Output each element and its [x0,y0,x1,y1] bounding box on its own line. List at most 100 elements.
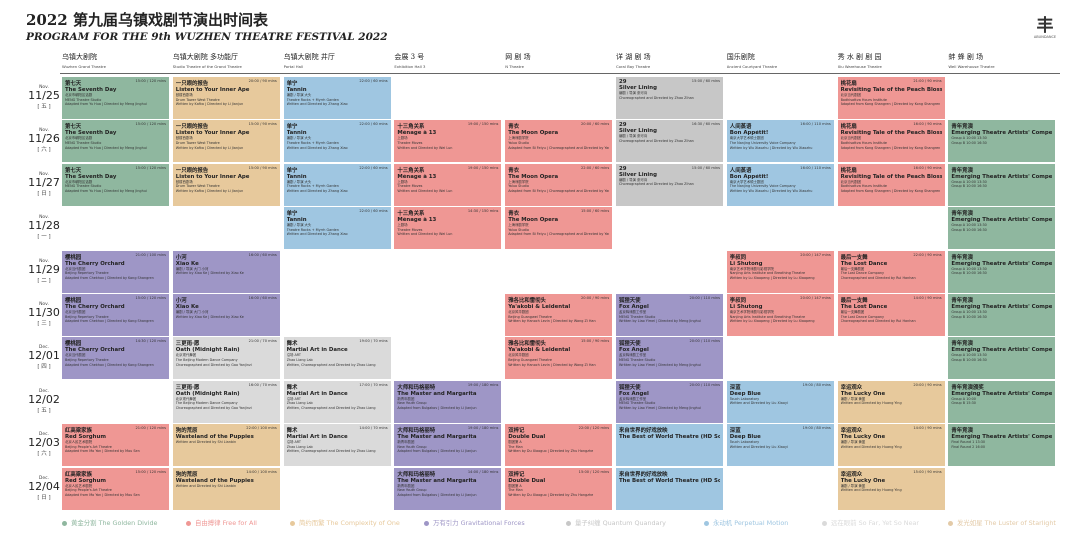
performance-title-en: Oath (Midnight Rain) [175,390,240,397]
performance-cell[interactable]: 22:00 / 60 mins 单宁 Tannin 编剧 / 导演 大头 Theatre… [283,163,391,206]
performance-cell[interactable]: 21:00 / 70 mins 三更雨·愿 Oath (Midnight Rain)… [172,337,280,380]
performance-company-cn: 上剧场 [397,136,408,141]
performance-cell[interactable]: 17:00 / 70 mins 舞术 Martial Art in Dance 沿场 … [283,380,391,423]
performance-cell[interactable]: 19:00 / 180 mins 大师和玛格丽特 The Master and Ma… [394,380,502,423]
performance-title-en: Martial Art in Dance [286,434,348,441]
performance-cell[interactable]: 21:00 / 100 mins 樱桃园 The Cherry Orchard 北京当… [62,250,169,293]
performance-title-cn: 大师和玛格丽特 [397,471,436,478]
performance-cell[interactable]: 22:00 / 60 mins 单宁 Tannin 编剧 / 导演 大头 Theatre… [283,120,391,163]
performance-cell[interactable]: 22:00 / 120 mins 双梓记 Double Dual 剧团第 A The M… [505,424,613,467]
performance-cell[interactable]: 16:00 / 110 mins 人间蒸语 Bon Appétit! 南京大学艺术硕士… [726,120,834,163]
performance-cell[interactable]: 15:00 / 60 mins 青衣 The Moon Opera 上海戏剧学院 Yal… [505,207,613,250]
performance-title-en: The Best of World Theatre (HD Screenings… [619,477,720,484]
day-weekday: [ 日 ] [37,494,51,501]
performance-credits: Written and Directed by Wei Lun [397,232,453,237]
performance-cell[interactable]: 14:00 / 90 mins 最后一支舞 The Lost Dance 最后一支舞剧… [837,294,945,336]
performance-cell[interactable]: 20:00 / 147 mins 李叔同 Li Shutong 南京艺术学院戏剧与影视… [726,294,834,336]
performance-cell[interactable]: 16:00 / 90 mins 桃花扇 Revisiting Tale of the… [837,120,945,163]
legend-item: 万有引力 Gravitational Forces [424,518,525,528]
performance-title-cn: 三更雨·愿 [175,384,200,391]
performance-cell[interactable]: 20:00 / 147 mins 李叔同 Li Shutong 南京艺术学院戏剧与影视… [726,250,834,293]
performance-credits: Adapted from Bulgakov | Directed by Li J… [397,449,477,454]
performance-cell[interactable]: 16:30 / 60 mins 29 Silver Lining 编剧 / 导演 张可… [616,120,723,163]
performance-cell[interactable]: 19:00 / 180 mins 大师和玛格丽特 The Master and Ma… [394,424,502,467]
performance-cell[interactable]: 16:00 / 110 mins 人间蒸语 Bon Appétit! 南京大学艺术硕士… [726,163,834,206]
performance-title-cn: 单宁 [286,124,298,131]
performance-cell[interactable]: 15:00 / 120 mins 双梓记 Double Dual 剧团第 A The M… [505,467,613,510]
performance-time: 15:00 / 120 mins [578,469,610,474]
performance-cell[interactable]: 20:00 / 90 mins 雅各比和雷彻头 Ya'akobi & Leident… [505,294,613,336]
performance-cell[interactable]: 22:00 / 60 mins 单宁 Tannin 编剧 / 导演 大头 Theatre… [283,207,391,250]
performance-time: 21:00 / 120 mins [135,426,166,431]
performance-company-en: MENG Theatre Studio [619,401,656,406]
performance-cell[interactable]: 20:00 / 110 mins 狐狸天使 Fox Angel 孟京辉戏剧工作室 MEN… [616,380,723,423]
performance-title-en: Listen to Your Inner Ape [175,173,250,180]
performance-cell[interactable]: 19:00 / 70 mins 舞术 Martial Art in Dance 沿场 … [283,337,391,380]
day-weekday: [ 日 ] [37,190,51,197]
performance-cell[interactable]: 20:00 / 60 mins 青衣 The Moon Opera 上海戏剧学院 Yal… [505,120,613,163]
performance-cell[interactable]: 19:00 / 80 mins 深蓝 Deep Blue Touch Laborato… [726,424,834,467]
performance-company-cn: 北京当代剧团 [65,353,86,358]
performance-cell[interactable]: 19:00 / 150 mins 十三角关系 Ménage à 13 上剧场 Theat… [394,163,502,206]
performance-cell[interactable]: 22:00 / 60 mins 青衣 The Moon Opera 上海戏剧学院 Yal… [505,163,613,206]
performance-cell[interactable]: 14:30 / 120 mins 樱桃园 The Cherry Orchard 北京当… [62,337,169,380]
performance-cell[interactable]: 16:00 / 60 mins 小河 Xiao Ke 编剧 / 导演 大门 小河 Wri… [172,250,280,293]
performance-cell[interactable]: 15:00 / 90 mins 一只眼的报告 Listen to Your Inne… [172,120,280,163]
performance-company-cn: 鼓楼西剧场 [175,93,193,97]
performance-cell[interactable]: 22:00 / 60 mins 单宁 Tannin 编剧 / 导演 大头 Theatre… [283,77,391,119]
performance-cell[interactable]: 来自世界的好戏放映 The Best of World Theatre (HD S… [616,424,723,467]
performance-cell[interactable]: 21:00 / 120 mins 红高粱家族 Red Sorghum 北京人民艺术剧院… [62,424,169,467]
performance-cell[interactable]: 15:00 / 120 mins 第七天 The Seventh Day 北京市朝阳区… [62,120,169,163]
performance-cell[interactable]: 14:30 / 150 mins 十三角关系 Ménage à 13 上剧场 Theat… [394,207,502,250]
performance-company-en: Theatre Rocks + Myrrh Garden [286,184,339,189]
performance-cell[interactable]: 15:00 / 60 mins 29 Silver Lining 编剧 / 导演 张可… [616,77,723,119]
performance-cell[interactable]: 22:00 / 100 mins 狗的荒原 Wasteland of the Pup… [172,424,280,467]
performance-company-cn: 最后一支舞剧团 [840,266,865,271]
performance-cell[interactable]: 16:00 / 70 mins 三更雨·愿 Oath (Midnight Rain)… [172,380,280,423]
performance-cell[interactable]: 15:00 / 90 mins 雅各比和雷彻头 Ya'akobi & Leident… [505,337,613,380]
performance-cell[interactable]: 14:00 / 180 mins 大师和玛格丽特 The Master and Ma… [394,467,502,510]
performance-cell[interactable]: 15:00 / 120 mins 第七天 The Seventh Day 北京市朝阳区… [62,163,169,206]
performance-cell[interactable]: 15:00 / 90 mins 幸运观众 The Lucky One 编剧 / 导演 … [837,467,945,510]
performance-credits: Group B 10:00 16:30 [951,314,987,319]
legend-item: 量子纠缠 Quantum Quandary [566,518,666,528]
performance-company-en: Theatre Moves [397,140,423,145]
performance-cell[interactable]: 20:00 / 90 mins 幸运观众 The Lucky One 编剧 / 导演 … [837,380,945,423]
performance-cell[interactable]: 来自世界的好戏放映 The Best of World Theatre (HD S… [616,467,723,510]
performance-cell[interactable]: 16:00 / 90 mins 桃花扇 Revisiting Tale of the… [837,163,945,206]
performance-company-cn: 沿场 ART [286,440,301,445]
day-label: Dec. 12/01[ 四 ] [28,337,60,380]
performance-cell[interactable]: 15:00 / 120 mins 第七天 The Seventh Day 北京市朝阳区… [62,77,169,119]
performance-company-cn: 北京风华剧团 [508,310,529,314]
performance-cell[interactable]: 19:00 / 150 mins 十三角关系 Ménage à 13 上剧场 Theat… [394,120,502,163]
performance-credits: Written by Du Xiaoguo | Directed by Zhu … [508,449,594,454]
performance-cell[interactable]: 20:00 / 90 mins 一只眼的报告 Listen to Your Inne… [172,77,280,119]
performance-cell[interactable]: 15:00 / 60 mins 29 Silver Lining 编剧 / 导演 张可… [616,163,723,206]
legend-dot-icon [186,520,191,526]
performance-cell[interactable]: 22:00 / 90 mins 最后一支舞 The Lost Dance 最后一支舞剧… [837,250,945,293]
performance-cell[interactable]: 20:00 / 110 mins 狐狸天使 Fox Angel 孟京辉戏剧工作室 MEN… [616,294,723,336]
performance-cell[interactable]: 20:00 / 110 mins 狐狸天使 Fox Angel 孟京辉戏剧工作室 MEN… [616,337,723,380]
performance-cell[interactable]: 14:00 / 90 mins 幸运观众 The Lucky One 编剧 / 导演 … [837,424,945,467]
performance-cell[interactable]: 19:00 / 80 mins 深蓝 Deep Blue Touch Laborato… [726,380,834,423]
day-date: 11/30 [28,306,60,319]
performance-credits: Adapted from Yu Hua | Directed by Meng J… [65,145,147,150]
performance-cell[interactable]: 15:00 / 90 mins 一只眼的报告 Listen to Your Inne… [172,163,280,206]
performance-cell[interactable]: 15:00 / 120 mins 红高粱家族 Red Sorghum 北京人民艺术剧院… [62,467,169,510]
day-date: 11/25 [28,89,60,102]
performance-cell[interactable]: 15:00 / 120 mins 樱桃园 The Cherry Orchard 北京当… [62,294,169,336]
performance-cell[interactable]: 21:00 / 90 mins 桃花扇 Revisiting Tale of the… [837,77,945,119]
performance-cell[interactable]: 16:00 / 60 mins 小河 Xiao Ke 编剧 / 导演 大门 小河 Wri… [172,294,280,336]
performance-company-cn: 编剧 / 导演 大头 [286,136,312,141]
performance-cell[interactable]: 14:00 / 70 mins 舞术 Martial Art in Dance 沿场 … [283,424,391,467]
venue-name-en: Studio Theatre of the Grand Theatre [172,64,242,69]
performance-cell[interactable]: 14:00 / 100 mins 狗的荒原 Wasteland of the Pup… [172,467,280,510]
